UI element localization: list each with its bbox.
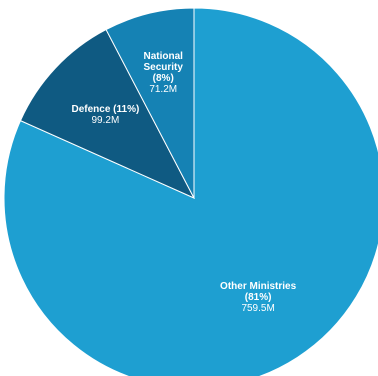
slice-name: (81%) <box>245 292 272 303</box>
pie-slice <box>19 28 196 200</box>
slice-label: Defence (11%) 99.2M <box>72 104 140 126</box>
pie-slices <box>3 7 378 376</box>
slice-name: Other Ministries <box>220 281 297 292</box>
slice-value: 71.2M <box>149 84 177 95</box>
pie-labels: Other Ministries (81%) 759.5M Defence (11%)… <box>72 51 297 314</box>
slice-label: National Security (8%) 71.2M <box>143 51 183 95</box>
slice-value: 99.2M <box>92 115 120 126</box>
pie-slice <box>105 7 195 199</box>
slice-label: Other Ministries (81%) 759.5M <box>220 281 297 314</box>
slice-name: (8%) <box>153 73 174 84</box>
slice-name: National <box>143 51 183 62</box>
slice-value: 759.5M <box>241 303 274 314</box>
slice-name: Security <box>143 62 183 73</box>
slice-name: Defence (11%) <box>72 104 140 115</box>
pie-slice <box>3 7 378 376</box>
